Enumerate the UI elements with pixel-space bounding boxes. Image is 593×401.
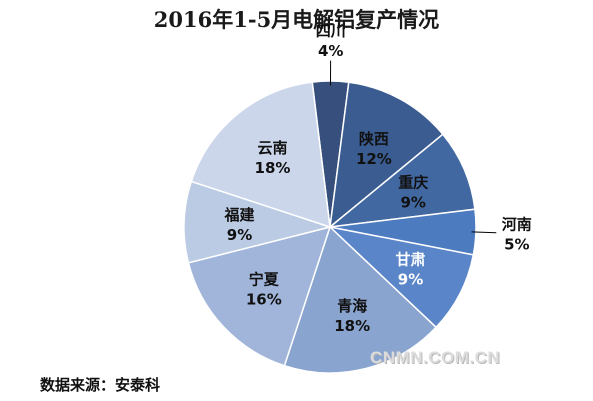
slice-value-label: 5% <box>504 236 529 254</box>
slice-labels: 四川 4% 陕西 12% 重庆 9% 河南 5% 甘肃 9% 青海 18% 宁夏 16% 福建 9% 云南 18% <box>223 22 531 335</box>
pie-slice-3 <box>327 133 476 229</box>
slice-name-label: 河南 <box>502 216 532 234</box>
slice-name-label: 重庆 <box>398 173 428 191</box>
slice-value-label: 16% <box>246 291 282 309</box>
pie-slice-7 <box>187 225 332 367</box>
pie-slices <box>183 80 477 374</box>
slice-name-label: 陕西 <box>359 130 389 148</box>
slice-name-label: 青海 <box>337 297 367 315</box>
slice-value-label: 4% <box>318 42 343 60</box>
slice-name-label: 宁夏 <box>249 271 280 289</box>
pie-slice-9 <box>190 81 331 229</box>
slice-value-label: 9% <box>398 270 423 288</box>
slice-value-label: 12% <box>356 150 392 168</box>
slice-name-label: 四川 <box>316 22 346 40</box>
slice-name-label: 云南 <box>257 139 287 157</box>
slice-value-label: 18% <box>334 317 370 335</box>
slice-value-label: 9% <box>400 193 425 211</box>
slice-value-label: 9% <box>227 226 252 244</box>
slice-name-label: 甘肃 <box>395 250 425 268</box>
leader-lines <box>330 60 497 234</box>
chart-title: 2016年1-5月电解铝复产情况 <box>153 7 440 32</box>
watermark: CNMN.COM.CN <box>370 348 501 367</box>
pie-slice-6 <box>283 225 438 374</box>
pie-slice-5 <box>327 225 475 329</box>
source-note: 数据来源：安泰科 <box>40 376 161 394</box>
slice-name-label: 福建 <box>223 206 255 224</box>
pie-slice-2 <box>329 81 444 229</box>
leader-line-4 <box>471 231 497 234</box>
pie-slice-8 <box>183 180 333 264</box>
slice-value-label: 18% <box>255 159 291 177</box>
